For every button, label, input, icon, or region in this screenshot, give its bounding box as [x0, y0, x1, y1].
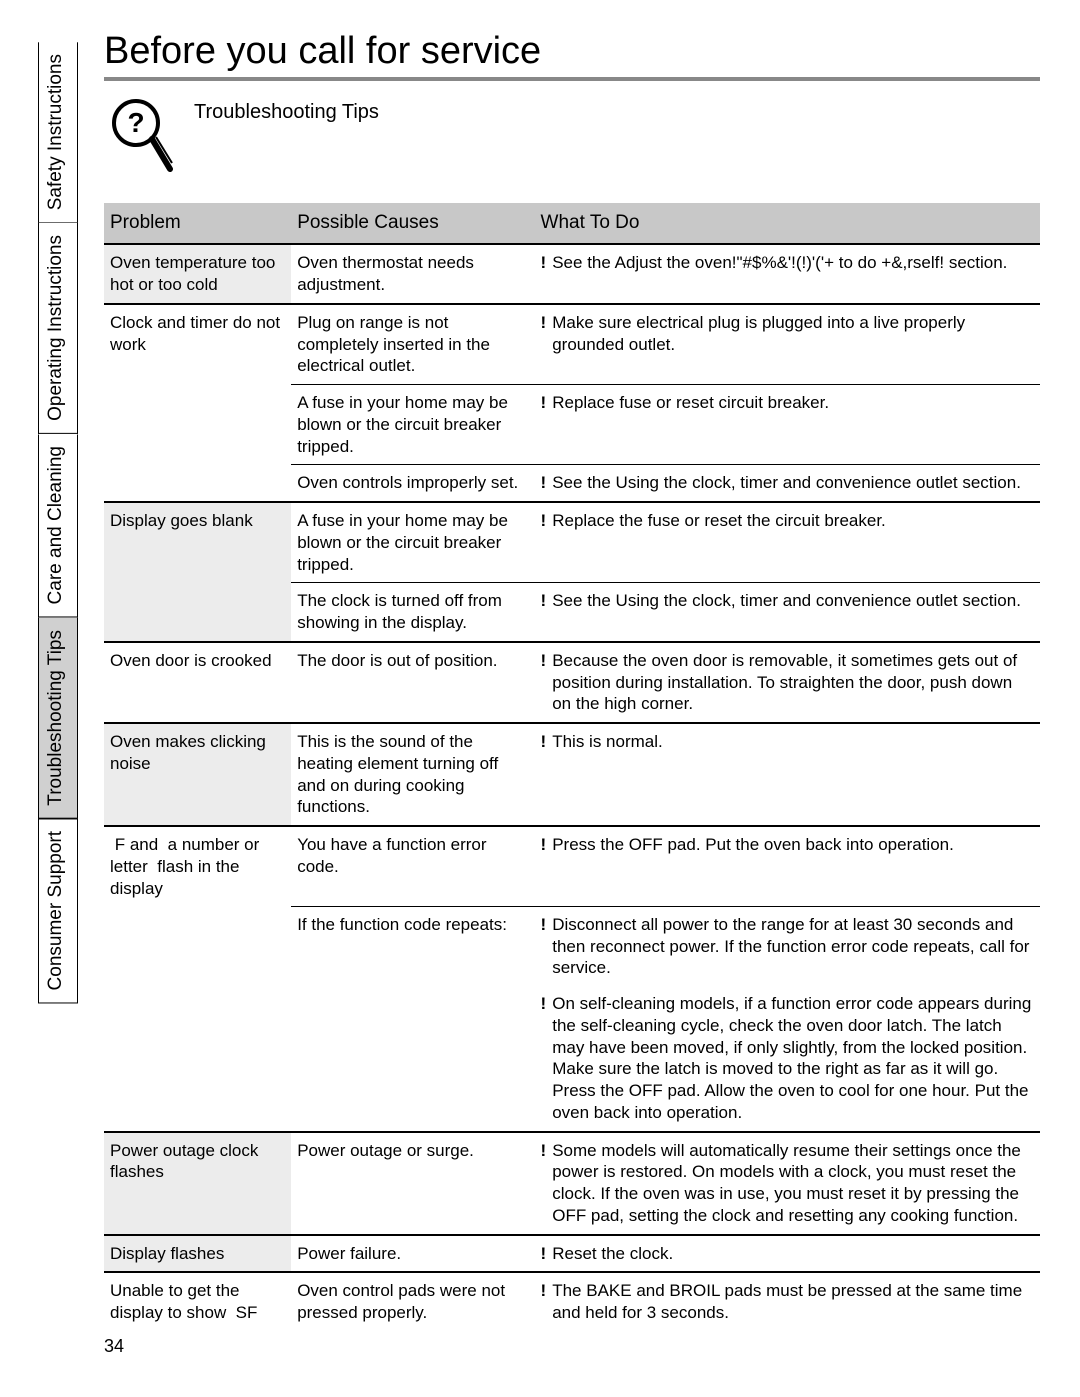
cell-problem — [104, 465, 291, 502]
page-title: Before you call for service — [104, 30, 1040, 81]
cell-problem: Display goes blank — [104, 502, 291, 583]
cell-problem — [104, 583, 291, 642]
cell-problem: Oven door is crooked — [104, 642, 291, 723]
cell-cause: A fuse in your home may be blown or the … — [291, 502, 534, 583]
cell-problem — [104, 986, 291, 1132]
cell-problem — [104, 385, 291, 465]
cell-todo: Make sure electrical plug is plugged int… — [535, 304, 1040, 385]
sidebar-tabs: Safety InstructionsOperating Instruction… — [38, 42, 78, 1004]
col-problem: Problem — [104, 203, 291, 244]
cell-todo: Reset the clock. — [535, 1235, 1040, 1273]
svg-text:?: ? — [127, 107, 144, 138]
cell-cause: Oven control pads were not pressed prope… — [291, 1272, 534, 1331]
cell-todo: This is normal. — [535, 723, 1040, 826]
intro-block: ? Troubleshooting Tips — [110, 97, 1040, 175]
cell-cause — [291, 986, 534, 1132]
cell-cause: Oven thermostat needs adjustment. — [291, 244, 534, 304]
cell-problem: Oven temperature too hot or too cold — [104, 244, 291, 304]
sidebar-tab-3[interactable]: Troubleshooting Tips — [38, 618, 78, 819]
sidebar-tab-4[interactable]: Consumer Support — [38, 818, 78, 1003]
cell-cause: Power outage or surge. — [291, 1132, 534, 1235]
cell-cause: Power failure. — [291, 1235, 534, 1273]
cell-todo: Some models will automatically resume th… — [535, 1132, 1040, 1235]
cell-problem: Unable to get the display to show SF — [104, 1272, 291, 1331]
cell-cause: You have a function error code. — [291, 826, 534, 906]
cell-problem: F and a number or letter flash in the di… — [104, 826, 291, 906]
sidebar-tab-0[interactable]: Safety Instructions — [38, 42, 78, 223]
subtitle: Troubleshooting Tips — [194, 97, 379, 124]
cell-cause: A fuse in your home may be blown or the … — [291, 385, 534, 465]
cell-problem — [104, 906, 291, 986]
cell-cause: The clock is turned off from showing in … — [291, 583, 534, 642]
cell-problem: Display flashes — [104, 1235, 291, 1273]
sidebar-tab-1[interactable]: Operating Instructions — [38, 223, 78, 434]
cell-cause: Oven controls improperly set. — [291, 465, 534, 502]
cell-problem: Oven makes clicking noise — [104, 723, 291, 826]
cell-todo: The BAKE and BROIL pads must be pressed … — [535, 1272, 1040, 1331]
cell-todo: See the Using the clock, timer and conve… — [535, 583, 1040, 642]
cell-todo: Press the OFF pad. Put the oven back int… — [535, 826, 1040, 906]
col-todo: What To Do — [535, 203, 1040, 244]
cell-todo: On self-cleaning models, if a function e… — [535, 986, 1040, 1132]
cell-cause: This is the sound of the heating element… — [291, 723, 534, 826]
cell-problem: Clock and timer do not work — [104, 304, 291, 385]
troubleshooting-table: Problem Possible Causes What To Do Oven … — [104, 203, 1040, 1331]
cell-cause: Plug on range is not completely inserted… — [291, 304, 534, 385]
magnify-question-icon: ? — [110, 97, 174, 175]
cell-todo: See the Adjust the oven!"#$%&'!(!)'('+ t… — [535, 244, 1040, 304]
cell-todo: See the Using the clock, timer and conve… — [535, 465, 1040, 502]
cell-todo: Replace the fuse or reset the circuit br… — [535, 502, 1040, 583]
cell-problem: Power outage clock flashes — [104, 1132, 291, 1235]
cell-cause: The door is out of position. — [291, 642, 534, 723]
col-cause: Possible Causes — [291, 203, 534, 244]
cell-todo: Disconnect all power to the range for at… — [535, 906, 1040, 986]
page-number: 34 — [104, 1336, 124, 1357]
table-body: Oven temperature too hot or too coldOven… — [104, 244, 1040, 1331]
cell-todo: Because the oven door is removable, it s… — [535, 642, 1040, 723]
sidebar-tab-2[interactable]: Care and Cleaning — [38, 434, 78, 617]
cell-cause: If the function code repeats: — [291, 906, 534, 986]
cell-todo: Replace fuse or reset circuit breaker. — [535, 385, 1040, 465]
